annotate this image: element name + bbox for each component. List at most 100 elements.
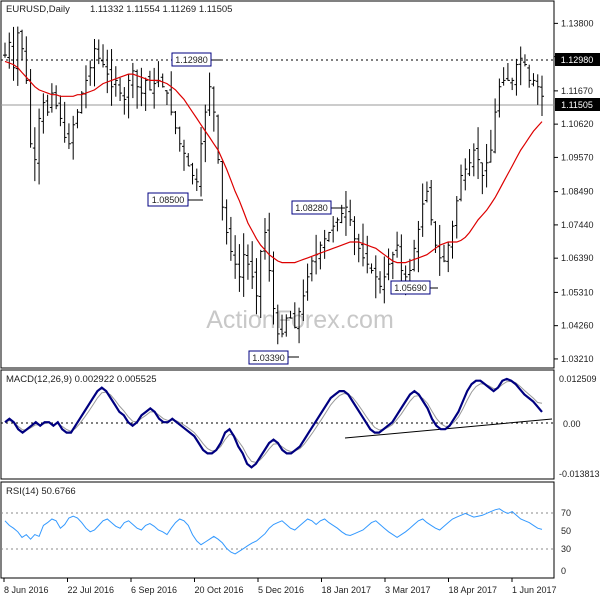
price-bar <box>211 86 216 132</box>
price-bar <box>105 49 110 94</box>
ohlc-label: 1.11332 1.11554 1.11269 1.11505 <box>90 4 232 15</box>
price-bar <box>441 244 446 263</box>
price-axis-label: 1.04260 <box>561 321 594 331</box>
price-bar <box>416 220 421 273</box>
price-bar <box>420 183 425 237</box>
rsi-line <box>4 508 543 555</box>
price-bar <box>245 244 250 280</box>
price-bar <box>126 74 131 119</box>
price-bar <box>92 38 97 87</box>
price-bar <box>37 108 42 185</box>
macd-signal-line <box>4 380 543 463</box>
level-price-tag-text: 1.12980 <box>561 55 594 65</box>
price-bar <box>399 234 404 284</box>
level-price-tag: 1.12980 <box>555 53 600 66</box>
price-bar <box>143 77 148 111</box>
price-bar <box>497 78 502 118</box>
price-bar <box>505 62 510 81</box>
price-bar <box>378 271 383 294</box>
price-bar <box>484 143 489 188</box>
price-bar <box>510 77 515 91</box>
price-bar <box>412 239 417 272</box>
price-bar <box>139 67 144 107</box>
price-bar <box>58 95 63 127</box>
price-axis-label: 1.05310 <box>561 287 594 297</box>
rsi-tick-50: 50 <box>561 526 571 536</box>
price-bar <box>32 127 37 182</box>
price-bar <box>122 87 127 115</box>
price-bar <box>292 302 297 329</box>
macd-main-line <box>4 377 543 469</box>
price-bar <box>271 251 276 325</box>
price-bar <box>258 249 263 319</box>
price-axis-label: 1.07440 <box>561 220 594 230</box>
annotation-label: 1.05690 <box>394 283 427 293</box>
price-bar <box>343 190 348 236</box>
price-bar <box>488 129 493 163</box>
price-bar <box>173 111 178 135</box>
price-bar <box>356 233 361 263</box>
price-bar <box>348 199 353 227</box>
price-bar <box>109 49 114 106</box>
price-bar <box>24 36 29 84</box>
price-bar <box>480 162 485 195</box>
price-bar <box>275 304 280 345</box>
price-bar <box>493 98 498 154</box>
price-bar <box>454 196 459 239</box>
price-bar <box>262 218 267 260</box>
price-axis-label: 1.11670 <box>561 86 593 96</box>
price-bar <box>386 248 391 281</box>
price-bar <box>220 160 225 221</box>
price-bar <box>152 67 157 109</box>
annotation-label: 1.03390 <box>252 353 285 363</box>
price-bar <box>514 58 519 96</box>
date-axis-label: 3 Mar 2017 <box>385 585 431 595</box>
price-bar <box>20 29 25 60</box>
price-bar <box>186 153 191 167</box>
price-bar <box>216 114 221 164</box>
symbol-label: EURUSD,Daily <box>6 4 70 15</box>
macd-tick-low: -0.013813 <box>559 469 600 479</box>
annotation-1: 1.12980 <box>171 52 222 67</box>
price-bar <box>228 216 233 261</box>
current-price-tag: 1.11505 <box>555 98 600 111</box>
price-bar <box>361 223 365 267</box>
price-bar <box>113 66 118 97</box>
macd-label: MACD(12,26,9) 0.002922 0.005525 <box>6 374 157 385</box>
rsi-label: RSI(14) 50.6766 <box>6 486 76 497</box>
price-bar <box>75 109 80 129</box>
annotation-label: 1.12980 <box>175 55 208 65</box>
price-bar <box>66 123 71 150</box>
annotation-4: 1.03390 <box>248 350 299 365</box>
price-bar <box>540 75 544 117</box>
macd-panel <box>0 369 555 480</box>
price-bar <box>280 314 285 338</box>
price-bar <box>169 71 174 116</box>
price-bar <box>284 314 289 337</box>
date-axis-label: 18 Apr 2017 <box>449 585 498 595</box>
price-bar <box>352 216 357 256</box>
price-bar <box>71 115 76 160</box>
annotation-3: 1.08280 <box>291 200 345 215</box>
date-axis: 8 Jun 2016 22 Jul 2016 6 Sep 2016 20 Oct 20… <box>3 578 557 595</box>
date-axis-label: 8 Jun 2016 <box>4 585 49 595</box>
price-bar <box>297 307 302 344</box>
current-price-tag-text: 1.11505 <box>561 100 593 110</box>
price-bar <box>194 168 199 192</box>
price-bar <box>424 181 429 203</box>
price-bar <box>382 256 387 304</box>
moving-average-line <box>4 60 543 264</box>
price-bar <box>54 85 59 110</box>
price-bar <box>373 255 378 299</box>
date-axis-label: 20 Oct 2016 <box>195 585 244 595</box>
price-bar <box>309 257 314 282</box>
rsi-tick-70: 70 <box>561 508 571 518</box>
rsi-panel <box>0 481 555 579</box>
price-bar <box>463 158 468 191</box>
price-bar <box>369 263 374 274</box>
price-bar <box>3 42 7 58</box>
price-bar <box>237 244 242 292</box>
annotation-label: 1.08280 <box>295 203 328 213</box>
